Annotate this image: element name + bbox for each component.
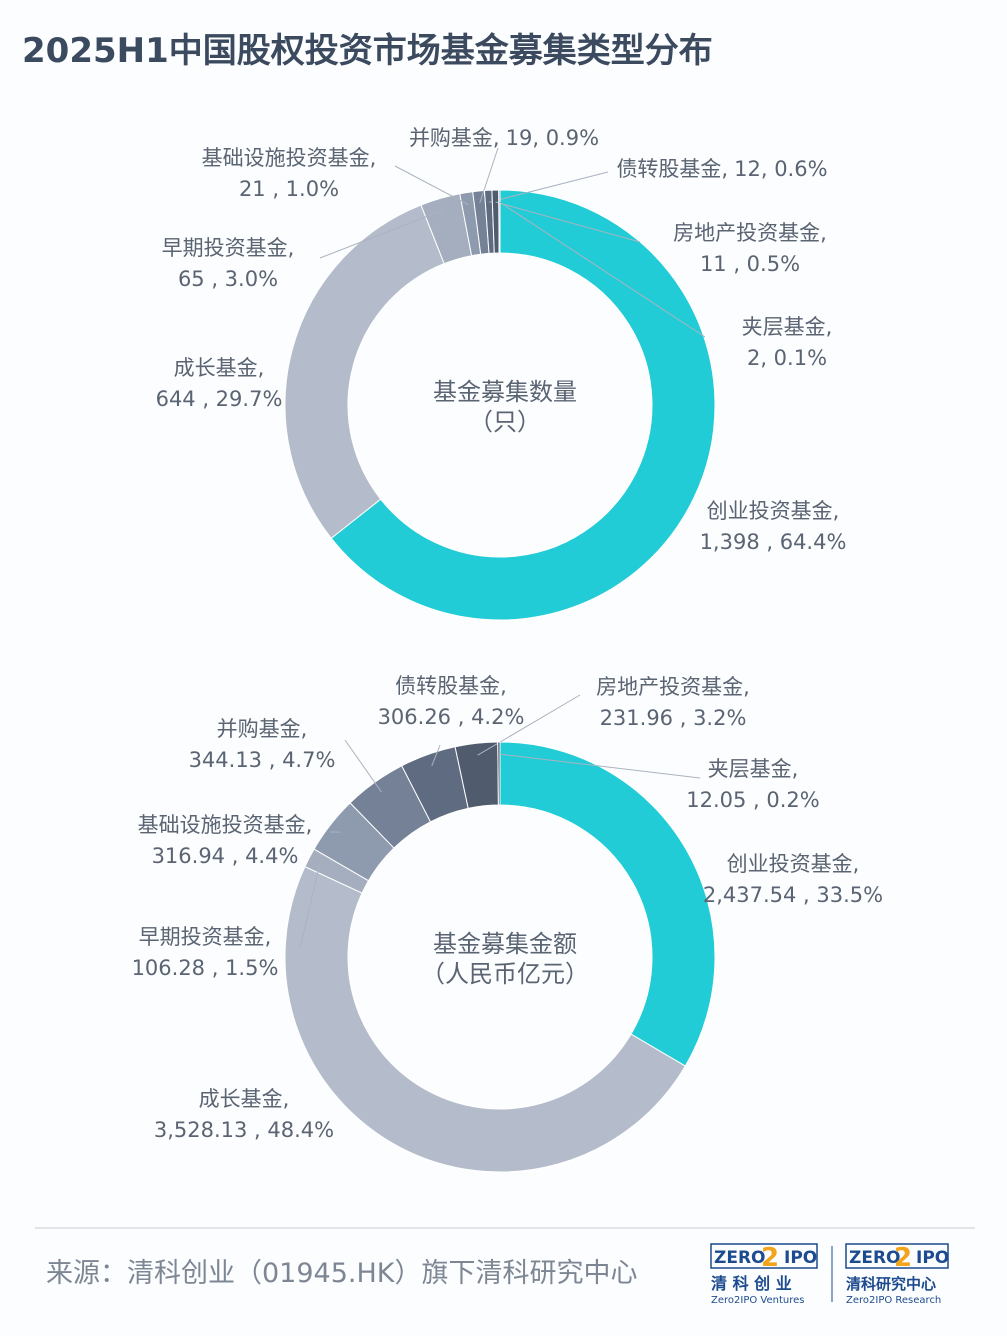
logo-text: 2 (761, 1243, 779, 1273)
logo-text: ZERO (714, 1248, 765, 1268)
logo-text: IPO (916, 1248, 949, 1268)
value-label: 316.94 , 4.4% (152, 844, 299, 868)
value-label: 11 , 0.5% (700, 252, 800, 276)
logo-text: IPO (784, 1248, 817, 1268)
category-label: 创业投资基金, (727, 852, 860, 876)
center-label: （只） (469, 408, 541, 436)
value-label: 21 , 1.0% (239, 177, 339, 201)
category-label: 成长基金, (174, 356, 265, 380)
slice (499, 190, 500, 253)
value-label: 1,398 , 64.4% (700, 530, 847, 554)
category-label: 房地产投资基金, (596, 675, 750, 699)
category-label: 债转股基金, (616, 157, 728, 181)
category-label: 并购基金, (409, 126, 500, 150)
value-label: 106.28 , 1.5% (132, 956, 279, 980)
logo-text: Zero2IPO Research (846, 1295, 941, 1306)
value-label: 3,528.13 , 48.4% (154, 1118, 334, 1142)
source: 来源：清科创业（01945.HK）旗下清科研究中心 (46, 1258, 637, 1289)
value-label: 12, 0.6% (734, 157, 827, 181)
category-label: 并购基金, (217, 717, 308, 741)
value-label: 19, 0.9% (506, 126, 599, 150)
category-label: 早期投资基金, (162, 236, 295, 260)
category-label: 成长基金, (199, 1087, 290, 1111)
value-label: 12.05 , 0.2% (686, 788, 820, 812)
value-label: 65 , 3.0% (178, 267, 278, 291)
logo-text: Zero2IPO Ventures (711, 1295, 804, 1306)
value-label: 231.96 , 3.2% (600, 706, 747, 730)
category-label: 早期投资基金, (139, 925, 272, 949)
logo-text: 2 (894, 1243, 912, 1273)
value-label: 644 , 29.7% (156, 387, 283, 411)
category-label: 债转股基金, (395, 674, 507, 698)
center-label: 基金募集数量 (433, 378, 577, 406)
category-label: 房地产投资基金, (673, 221, 827, 245)
center-label: （人民币亿元） (421, 960, 589, 988)
title: 2025H1中国股权投资市场基金募集类型分布 (22, 31, 713, 71)
logo-text: ZERO (849, 1248, 900, 1268)
logo-text: 清科研究中心 (846, 1275, 936, 1293)
value-label: 344.13 , 4.7% (189, 748, 336, 772)
value-label: 2, 0.1% (747, 346, 827, 370)
value-label: 306.26 , 4.2% (378, 705, 525, 729)
center-label: 基金募集金额 (433, 930, 577, 958)
value-label: 2,437.54 , 33.5% (703, 883, 883, 907)
data-label: 债转股基金,12, 0.6% (616, 157, 827, 181)
slice (498, 742, 500, 805)
category-label: 夹层基金, (742, 315, 833, 339)
category-label: 基础设施投资基金, (138, 813, 313, 837)
category-label: 夹层基金, (708, 757, 799, 781)
category-label: 创业投资基金, (707, 499, 840, 523)
category-label: 基础设施投资基金, (202, 146, 377, 170)
logo-text: 清 科 创 业 (711, 1274, 792, 1293)
